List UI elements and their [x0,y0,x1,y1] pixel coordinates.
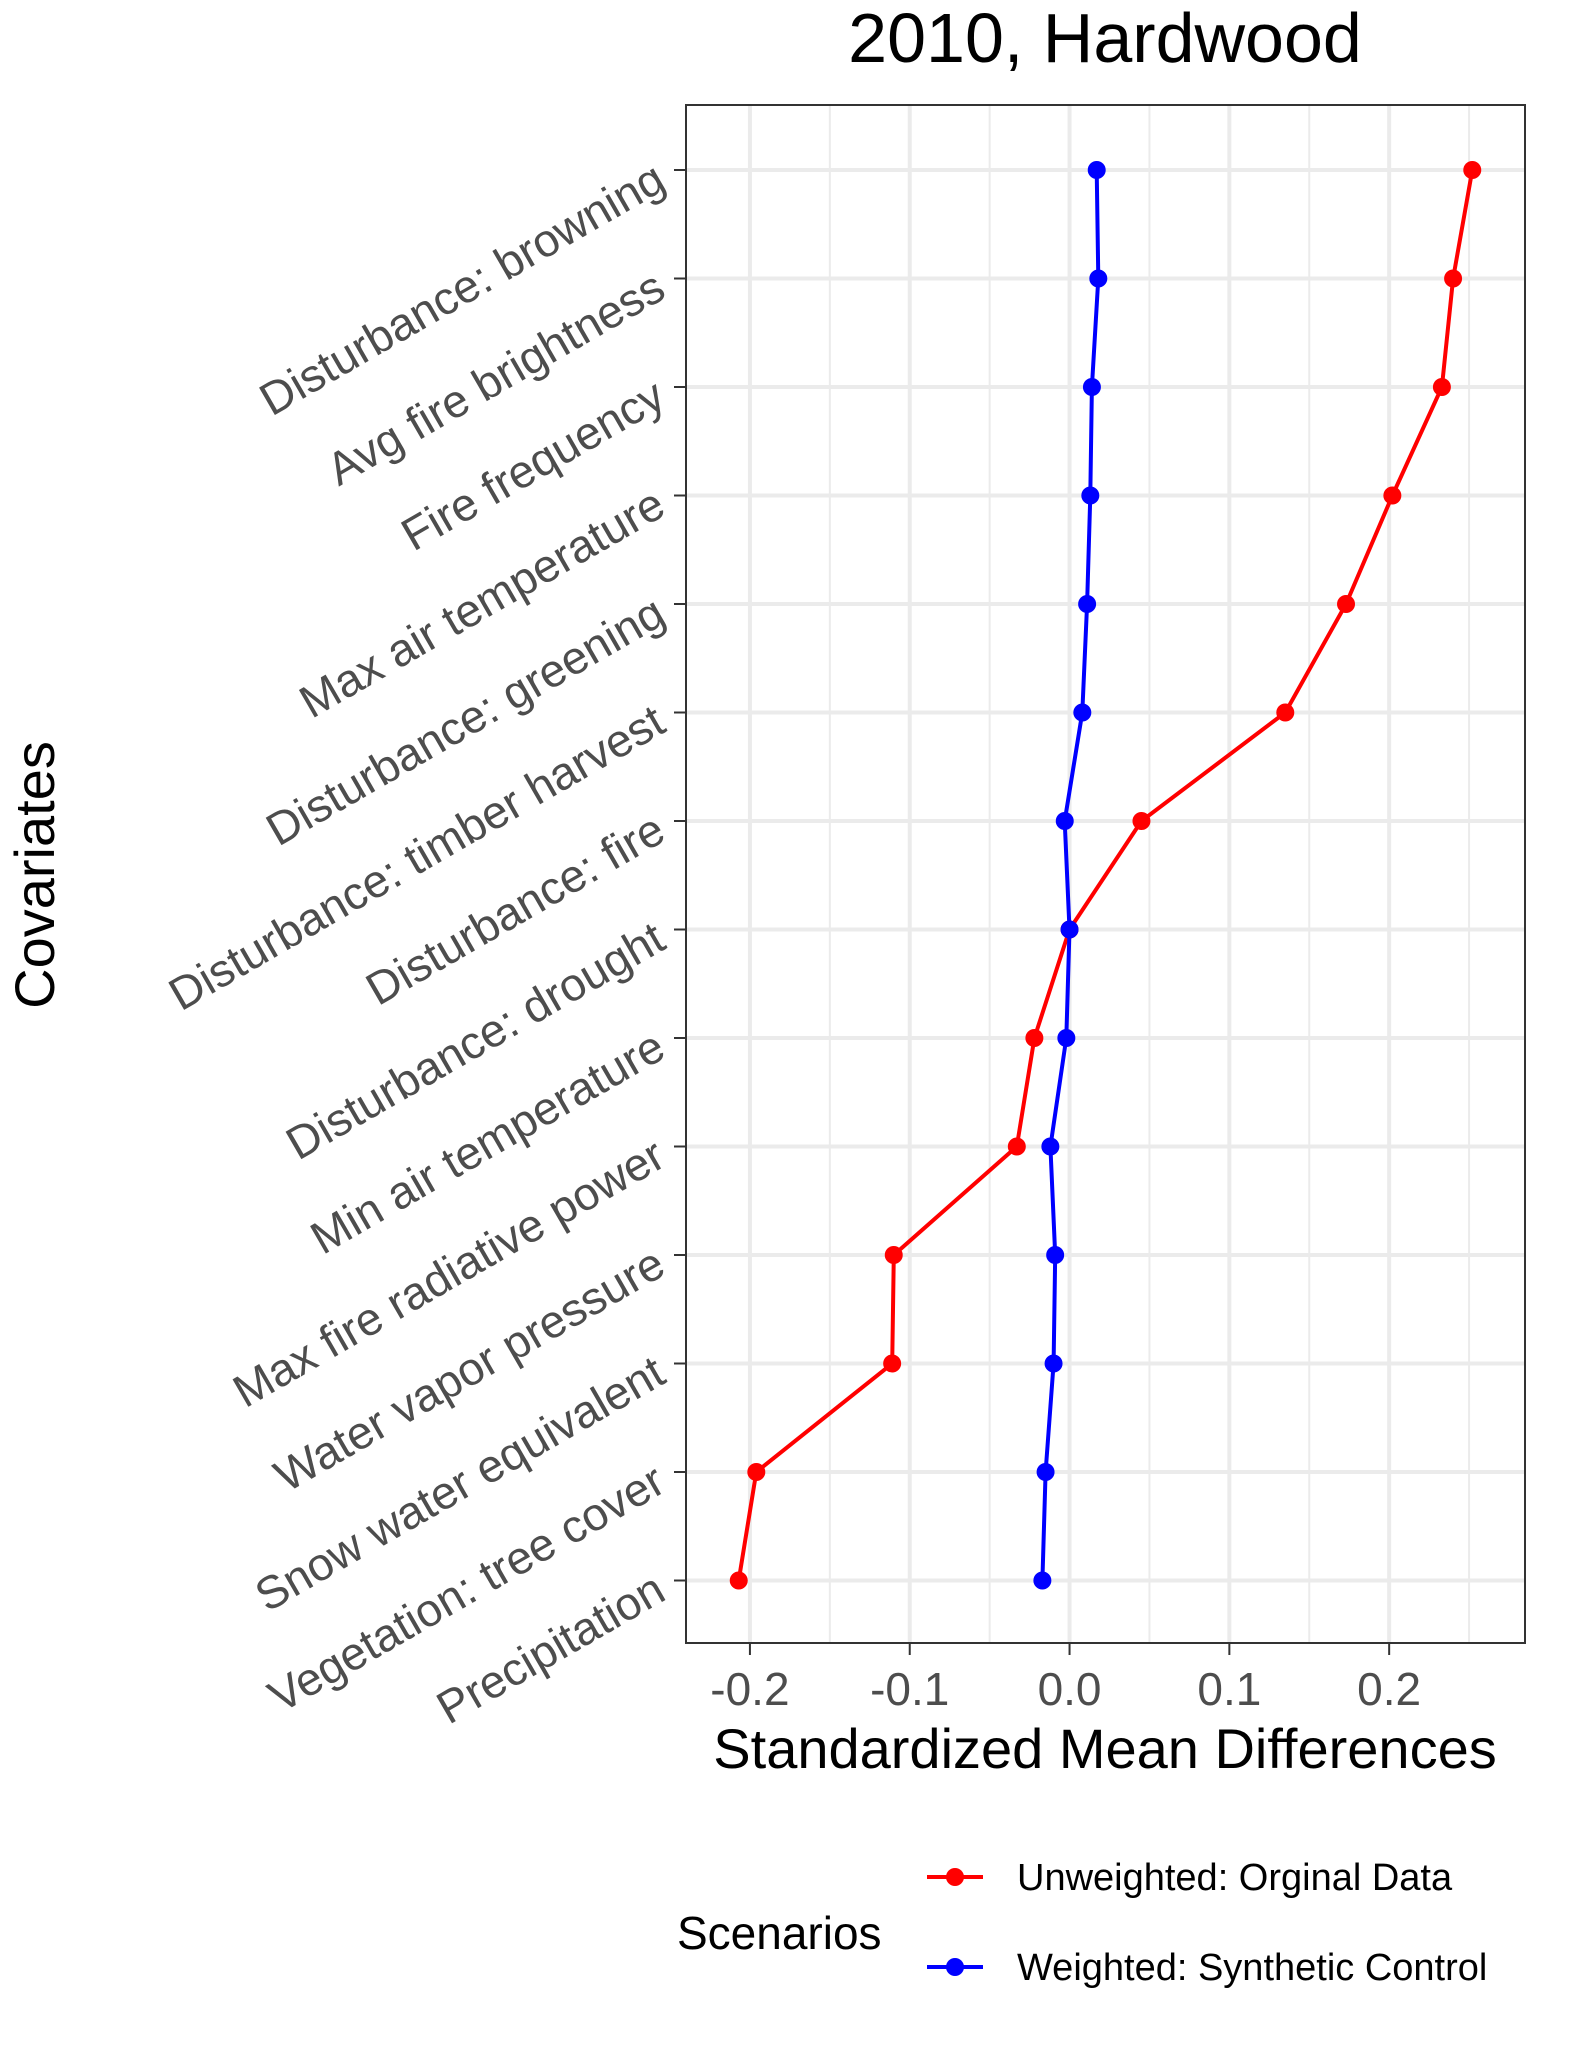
data-point [883,1354,902,1373]
series-line [736,169,1475,1581]
data-point [1055,812,1074,830]
data-point [1033,1571,1052,1590]
data-point [1337,595,1356,613]
legend-label: Unweighted: Orginal Data [1017,1857,1453,1899]
x-tick-label: 0.0 [1038,1663,1102,1715]
data-point [1444,269,1463,288]
data-point [1007,1137,1026,1156]
series-layer [729,161,1482,1590]
legend-items: Unweighted: Orginal Data Weighted: Synthe… [927,1857,1487,1989]
data-point [1383,486,1402,505]
data-point [1041,1137,1060,1156]
data-point [1463,161,1482,179]
x-axis-title: Standardized Mean Differences [713,1717,1496,1780]
data-point [1057,1029,1076,1047]
panel-border [685,104,1526,1644]
legend-label: Weighted: Synthetic Control [1017,1947,1487,1989]
data-point [1089,269,1108,288]
data-point [1078,595,1097,613]
series-line [1040,169,1101,1581]
legend-title: Scenarios [677,1907,882,1959]
x-tick-label: -0.2 [710,1663,789,1715]
data-point [1081,486,1100,505]
data-point [1036,1463,1055,1481]
legend: Scenarios Unweighted: Orginal Data Weight… [677,1857,1487,1989]
data-point [884,1246,903,1264]
x-tick-label: -0.1 [870,1663,949,1715]
data-point [1087,161,1106,179]
data-point [1073,703,1092,722]
x-tick-label: 0.1 [1197,1663,1261,1715]
legend-key-point [946,1868,964,1886]
data-point [1046,1246,1065,1264]
chart-title: 2010, Hardwood [848,0,1362,77]
x-axis: -0.2 -0.1 0.0 0.1 0.2 [710,1643,1421,1715]
plot-panel [685,104,1526,1644]
grid-minor [828,105,1471,1643]
data-point [747,1463,766,1481]
legend-key-point [946,1958,964,1976]
data-point [1044,1354,1063,1373]
data-point [1025,1029,1044,1047]
data-point [1082,378,1101,396]
data-point [729,1571,748,1590]
data-point [1060,920,1079,939]
data-point [1132,812,1151,830]
data-point [1276,703,1295,722]
x-tick-label: 0.2 [1357,1663,1421,1715]
y-axis-title: Covariates [3,741,66,1009]
data-point [1432,378,1451,396]
